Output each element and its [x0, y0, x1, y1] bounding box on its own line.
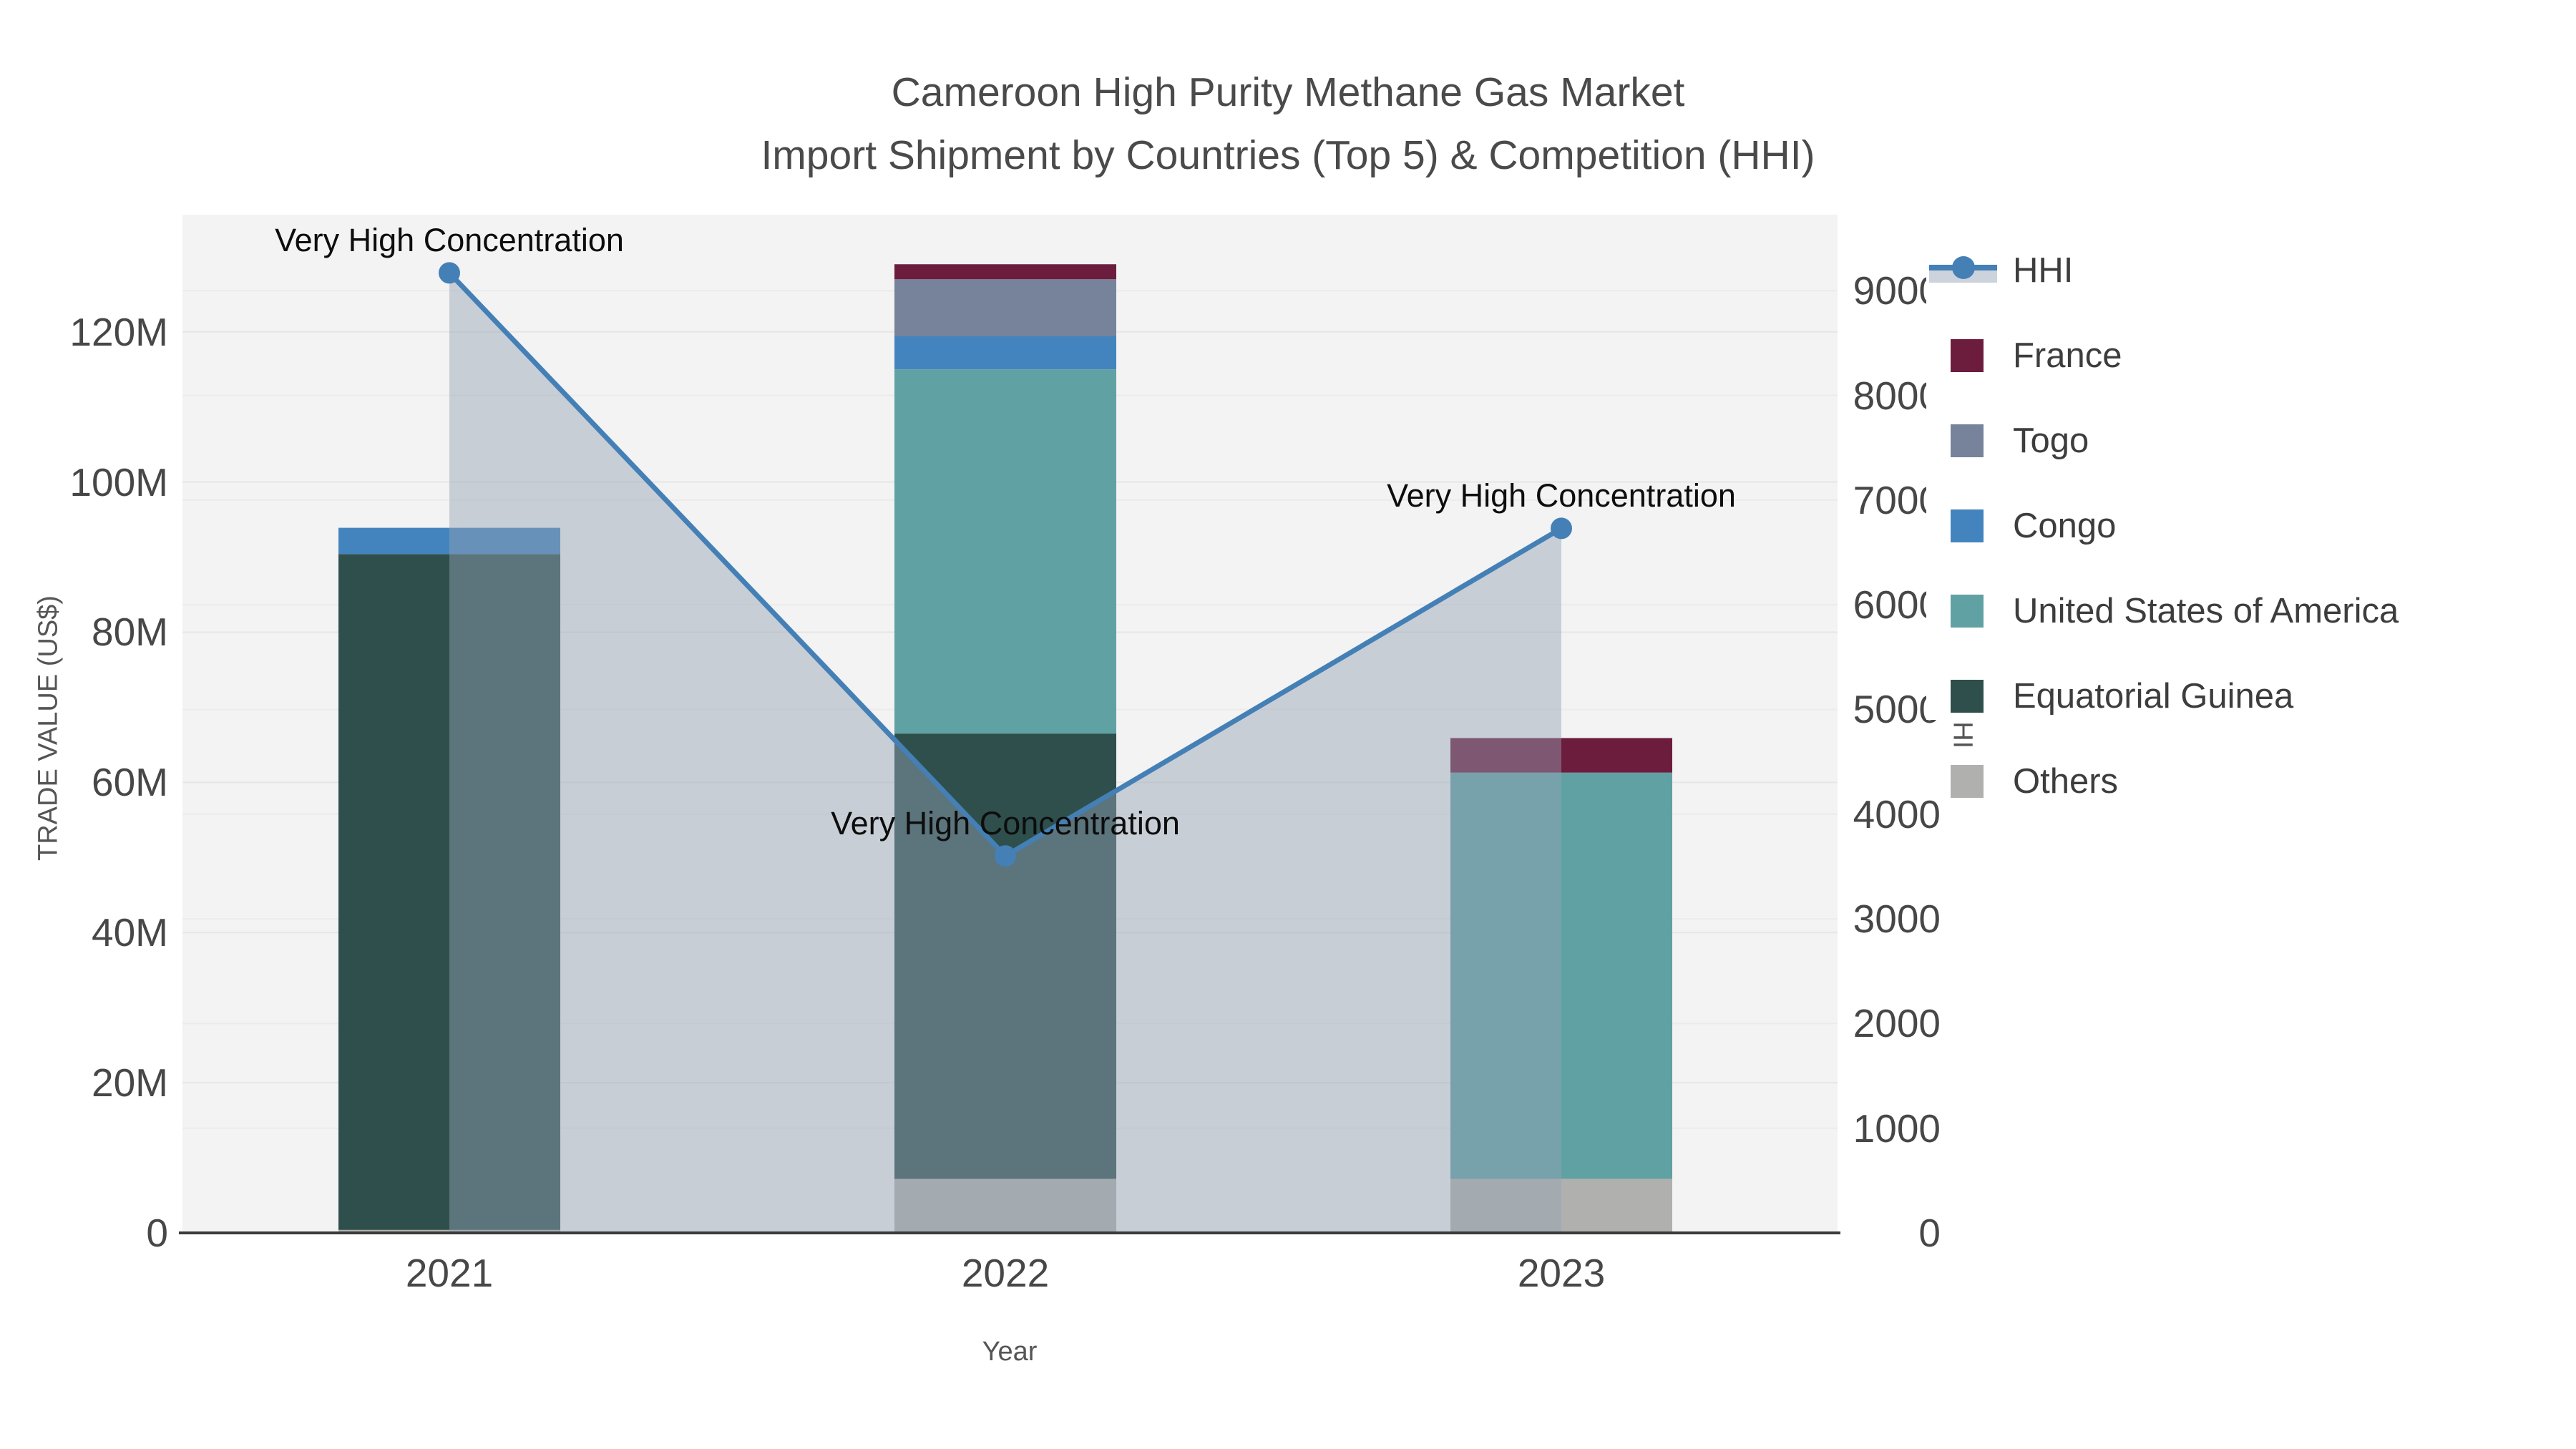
legend-item-united-states-of-america[interactable]: United States of America	[1929, 568, 2573, 653]
legend-swatch-icon	[1951, 594, 1984, 628]
plot-area	[182, 215, 1838, 1233]
x-tick-2022: 2022	[961, 1251, 1050, 1295]
chart-title-line2: Import Shipment by Countries (Top 5) & C…	[761, 132, 1815, 178]
y-right-tick-8000: 8000	[1853, 373, 1941, 418]
bar-segment-congo-2021[interactable]	[338, 527, 560, 555]
y-right-tick-6000: 6000	[1853, 582, 1941, 628]
legend-item-others[interactable]: Others	[1929, 738, 2573, 824]
bar-segment-equatorial-guinea-2021[interactable]	[338, 554, 560, 1230]
bar-segment-togo-2022[interactable]	[894, 279, 1116, 337]
bar-segment-others-2021[interactable]	[338, 1229, 560, 1233]
annotation-2022: Very High Concentration	[831, 805, 1180, 842]
y-left-tick-120M: 120M	[69, 309, 168, 354]
bar-segment-united-states-of-america-2022[interactable]	[894, 369, 1116, 734]
legend-label: Congo	[2013, 506, 2117, 545]
legend-item-togo[interactable]: Togo	[1929, 398, 2573, 483]
legend-swatch-icon	[1951, 424, 1984, 457]
legend-swatch-icon	[1951, 338, 1984, 372]
hhi-marker-2021[interactable]	[439, 262, 460, 284]
legend-label: Togo	[2013, 421, 2089, 460]
y-right-tick-5000: 5000	[1853, 687, 1941, 732]
x-tick-2021: 2021	[405, 1251, 494, 1295]
hhi-marker-2022[interactable]	[995, 845, 1016, 867]
x-axis-title: Year	[982, 1337, 1038, 1367]
y-right-tick-9000: 9000	[1853, 268, 1941, 313]
annotation-2021: Very High Concentration	[275, 222, 624, 259]
legend-item-equatorial-guinea[interactable]: Equatorial Guinea	[1929, 653, 2573, 738]
legend: HHI France Togo Congo United States of Ameri…	[1929, 228, 2573, 824]
bar-segment-congo-2022[interactable]	[894, 336, 1116, 370]
chart-title-line1: Cameroon High Purity Methane Gas Market	[891, 69, 1685, 115]
legend-swatch-icon	[1951, 509, 1984, 542]
legend-label: HHI	[2013, 250, 2074, 290]
y-right-tick-3000: 3000	[1853, 897, 1941, 942]
hhi-area-fill	[449, 273, 1561, 1233]
hhi-marker-2023[interactable]	[1551, 517, 1572, 540]
y-axis-left-title: TRADE VALUE (US$)	[33, 595, 64, 861]
bar-segment-others-2023[interactable]	[1450, 1179, 1672, 1233]
y-left-tick-80M: 80M	[92, 610, 168, 655]
y-right-tick-1000: 1000	[1853, 1106, 1941, 1151]
bar-segment-france-2023[interactable]	[1450, 738, 1672, 773]
legend-swatch-icon	[1951, 764, 1984, 798]
legend-item-congo[interactable]: Congo	[1929, 483, 2573, 568]
y-left-tick-20M: 20M	[92, 1060, 168, 1106]
bar-segment-united-states-of-america-2023[interactable]	[1450, 772, 1672, 1179]
annotation-2023: Very High Concentration	[1387, 477, 1736, 514]
legend-label: France	[2013, 336, 2122, 375]
bar-segment-others-2022[interactable]	[894, 1179, 1116, 1233]
y-right-tick-7000: 7000	[1853, 477, 1941, 522]
bar-segment-equatorial-guinea-2022[interactable]	[894, 733, 1116, 1179]
legend-label: Others	[2013, 761, 2119, 801]
x-tick-2023: 2023	[1517, 1251, 1606, 1295]
legend-swatch-icon	[1951, 679, 1984, 713]
y-left-tick-40M: 40M	[92, 910, 168, 955]
y-right-tick-2000: 2000	[1853, 1001, 1941, 1046]
y-left-tick-100M: 100M	[69, 459, 168, 504]
y-left-tick-0: 0	[146, 1211, 168, 1255]
y-right-tick-4000: 4000	[1853, 791, 1941, 836]
bar-segment-france-2022[interactable]	[894, 264, 1116, 280]
y-right-tick-0: 0	[1918, 1211, 1941, 1255]
chart-svg	[182, 262, 1838, 1233]
legend-label: United States of America	[2013, 591, 2399, 630]
legend-label: Equatorial Guinea	[2013, 676, 2294, 716]
legend-item-france[interactable]: France	[1929, 313, 2573, 398]
x-axis-line	[179, 1231, 1840, 1234]
legend-item-hhi[interactable]: HHI	[1929, 228, 2573, 313]
legend-background	[1926, 206, 2576, 720]
hhi-line-sample-icon	[1929, 254, 1997, 287]
y-left-tick-60M: 60M	[92, 760, 168, 805]
